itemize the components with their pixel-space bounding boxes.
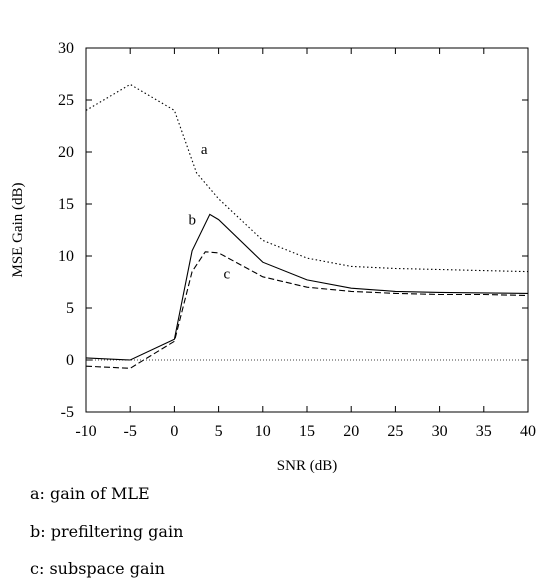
plot-frame — [85, 47, 529, 413]
caption-c: c: subspace gain — [30, 559, 165, 578]
y-tick-label: 15 — [58, 196, 74, 213]
caption-b: b: prefiltering gain — [30, 522, 184, 541]
series-line-b — [85, 213, 529, 361]
series-line-c — [85, 251, 529, 369]
x-tick-label: 30 — [432, 423, 448, 440]
x-tick-label: 15 — [299, 423, 315, 440]
x-tick-label: 0 — [170, 423, 178, 440]
series-label-b: b — [189, 213, 197, 229]
x-tick-label: 35 — [476, 423, 492, 440]
x-axis-label: SNR (dB) — [277, 458, 337, 474]
y-tick-label: -5 — [61, 404, 74, 421]
y-tick-label: 25 — [58, 92, 74, 109]
y-tick-label: 20 — [58, 144, 74, 161]
series-line-a — [85, 83, 529, 273]
x-tick-label: 25 — [387, 423, 403, 440]
y-tick-label: 10 — [58, 248, 74, 265]
x-tick-label: 10 — [255, 423, 271, 440]
y-tick-label: 30 — [58, 40, 74, 57]
series-label-a: a — [201, 142, 208, 158]
x-tick-label: 5 — [215, 423, 223, 440]
y-axis-label: MSE Gain (dB) — [10, 183, 26, 278]
x-tick-label: 40 — [520, 423, 536, 440]
x-tick-label: 20 — [343, 423, 359, 440]
x-tick-label: -5 — [124, 423, 137, 440]
x-tick-label: -10 — [75, 423, 96, 440]
caption-a: a: gain of MLE — [30, 484, 150, 503]
y-tick-label: 5 — [66, 300, 74, 317]
y-tick-label: 0 — [66, 352, 74, 369]
series-label-c: c — [223, 267, 230, 283]
